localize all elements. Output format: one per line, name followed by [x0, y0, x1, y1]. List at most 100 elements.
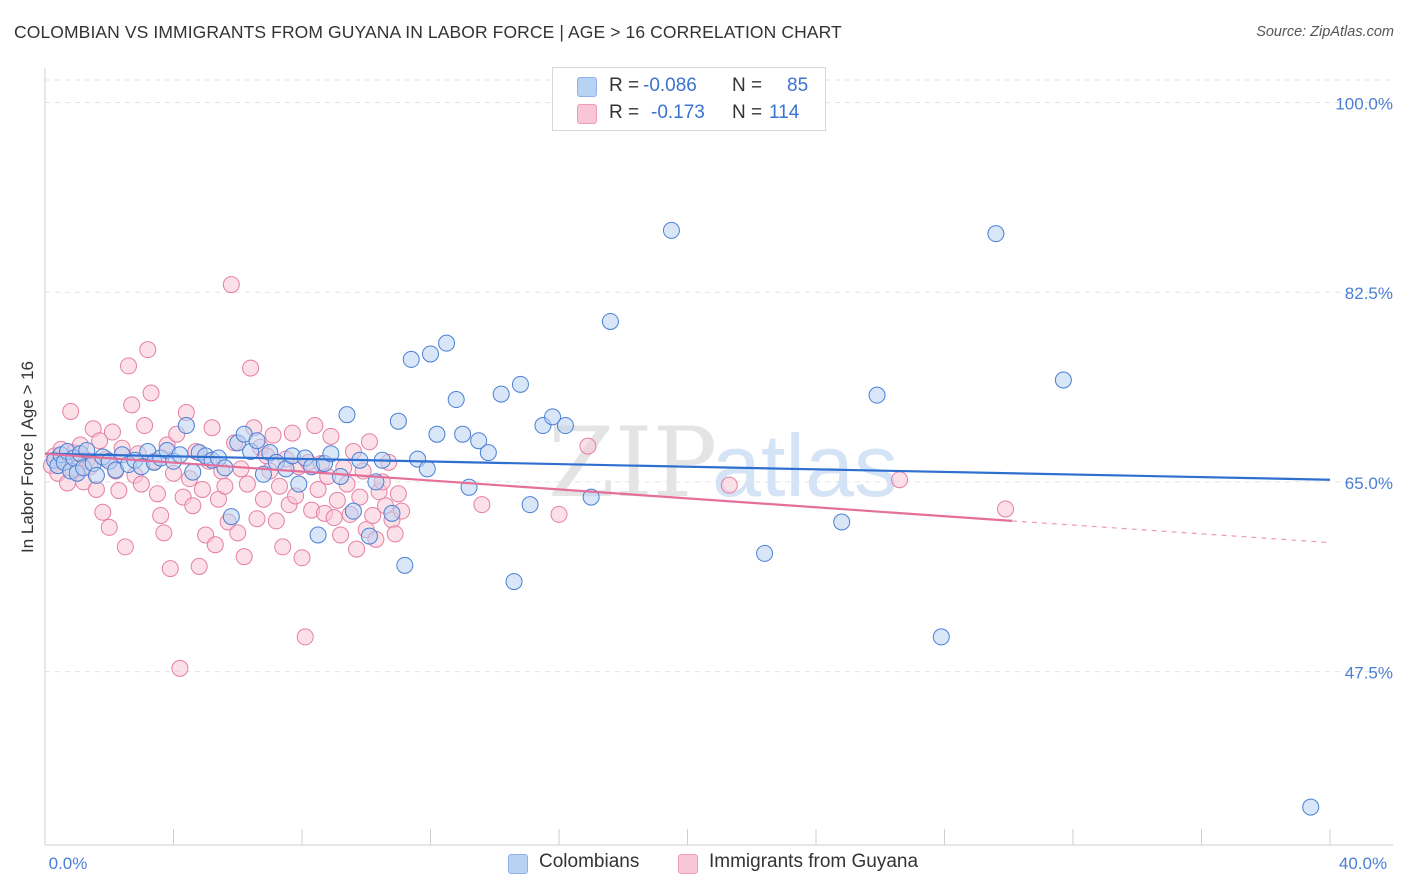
colombian-point: [87, 466, 105, 484]
colombian-point: [479, 444, 497, 462]
colombian-point: [1302, 798, 1320, 816]
guyana-point: [142, 384, 160, 402]
guyana-point: [235, 548, 253, 566]
guyana-point: [274, 538, 292, 556]
guyana-point: [296, 628, 314, 646]
y-tick-label: 82.5%: [1345, 284, 1393, 303]
guyana-point: [116, 538, 134, 556]
guyana-point: [152, 506, 170, 524]
guyana-point: [94, 503, 112, 521]
colombian-point: [556, 417, 574, 435]
guyana-point: [271, 477, 289, 495]
bottom-legend-swatch-blue: [508, 854, 528, 874]
legend: R = -0.086 N = 85 R = -0.173 N = 114: [552, 67, 826, 131]
legend-r-label: R =: [609, 102, 640, 123]
guyana-point: [229, 524, 247, 542]
guyana-point: [206, 536, 224, 554]
guyana-point: [91, 432, 109, 450]
legend-swatch-blue: [577, 77, 597, 97]
guyana-point: [306, 417, 324, 435]
guyana-point: [267, 512, 285, 530]
colombian-point: [344, 502, 362, 520]
guyana-point: [123, 396, 141, 414]
guyana-point: [264, 426, 282, 444]
bottom-legend-swatch-pink: [678, 854, 698, 874]
legend-n-value: 114: [769, 102, 800, 123]
colombian-point: [662, 221, 680, 239]
guyana-point: [328, 491, 346, 509]
guyana-point: [473, 496, 491, 514]
guyana-point: [216, 477, 234, 495]
axes: [44, 68, 1393, 846]
colombian-point: [422, 345, 439, 363]
colombian-point: [332, 467, 350, 485]
tick-labels: 100.0% 82.5% 65.0% 47.5% 0.0% 40.0%: [49, 95, 1393, 873]
source-credit: Source: ZipAtlas.com: [1256, 24, 1394, 40]
colombian-point: [756, 544, 774, 562]
colombians-trend-line: [44, 452, 1331, 481]
x-tick-label: 0.0%: [49, 854, 88, 873]
guyana-point: [332, 526, 350, 544]
guyana-point: [62, 402, 80, 420]
guyana-trend-line: [44, 452, 1013, 523]
guyana-point: [136, 417, 154, 435]
colombian-point: [360, 527, 378, 545]
guyana-point: [891, 471, 909, 489]
bottom-legend-label: Immigrants from Guyana: [709, 851, 919, 872]
legend-swatch-pink: [577, 104, 597, 124]
colombian-point: [177, 417, 195, 435]
legend-r-value: -0.086: [643, 75, 697, 96]
guyana-point: [322, 427, 340, 445]
colombian-point: [309, 526, 327, 544]
watermark-atlas: atlas: [712, 416, 898, 515]
guyana-point: [100, 518, 118, 536]
colombian-point: [402, 350, 420, 368]
guyana-point: [139, 341, 157, 359]
colombian-point: [582, 488, 600, 506]
y-tick-label: 65.0%: [1345, 474, 1393, 493]
colombian-point: [383, 504, 401, 522]
colombian-point: [833, 513, 851, 531]
guyana-point: [184, 497, 202, 515]
guyana-point: [360, 433, 378, 451]
guyana-point: [248, 510, 266, 528]
guyana-point: [550, 505, 568, 523]
y-tick-label: 47.5%: [1345, 664, 1393, 683]
colombian-point: [544, 408, 562, 426]
legend-n-label: N =: [732, 102, 763, 123]
colombian-point: [601, 312, 619, 330]
guyana-point: [222, 276, 240, 294]
guyana-point: [997, 500, 1015, 518]
bottom-legend-label: Colombians: [539, 851, 640, 872]
blue-points: [46, 221, 1320, 816]
legend-n-value: 85: [787, 75, 809, 96]
colombian-point: [248, 432, 266, 450]
guyana-point: [232, 460, 250, 478]
guyana-point: [190, 557, 208, 575]
colombian-point: [254, 465, 272, 483]
colombian-point: [428, 425, 446, 443]
guyana-point: [283, 424, 301, 442]
colombian-point: [521, 496, 539, 514]
guyana-point: [293, 549, 311, 567]
guyana-trend-extension: [1011, 520, 1331, 544]
guyana-point: [132, 475, 150, 493]
guyana-point: [155, 524, 173, 542]
guyana-point: [120, 357, 138, 375]
guyana-point: [242, 359, 260, 377]
guyana-point: [364, 506, 382, 524]
colombian-point: [511, 375, 529, 393]
colombian-point: [868, 386, 886, 404]
guyana-point: [254, 490, 272, 508]
legend-r-value: -0.173: [651, 102, 705, 123]
colombian-point: [216, 459, 234, 477]
watermark-zip: ZIP: [548, 407, 717, 519]
guyana-point: [309, 480, 327, 498]
guyana-point: [238, 475, 256, 493]
guyana-point: [110, 482, 128, 500]
colombian-point: [396, 556, 414, 574]
colombian-point: [438, 334, 456, 352]
y-axis-label: In Labor Force | Age > 16: [18, 361, 37, 553]
guyana-point: [579, 437, 597, 455]
